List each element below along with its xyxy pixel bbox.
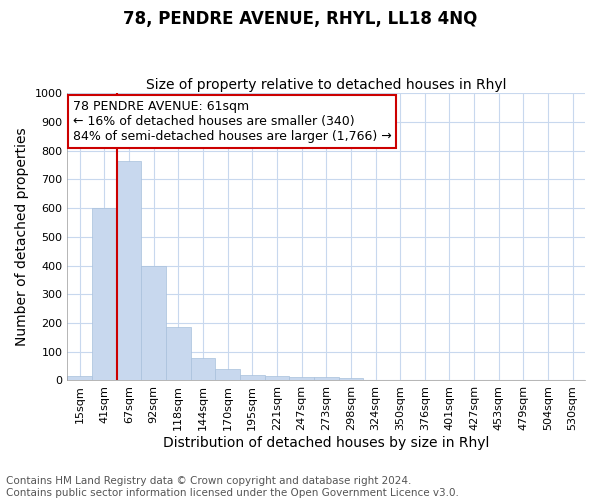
Bar [67, 376, 92, 380]
Bar [289, 377, 314, 380]
Bar [166, 328, 191, 380]
Text: 78 PENDRE AVENUE: 61sqm
← 16% of detached houses are smaller (340)
84% of semi-d: 78 PENDRE AVENUE: 61sqm ← 16% of detache… [73, 100, 391, 144]
Text: 78, PENDRE AVENUE, RHYL, LL18 4NQ: 78, PENDRE AVENUE, RHYL, LL18 4NQ [123, 10, 477, 28]
X-axis label: Distribution of detached houses by size in Rhyl: Distribution of detached houses by size … [163, 436, 490, 450]
Text: Contains HM Land Registry data © Crown copyright and database right 2024.
Contai: Contains HM Land Registry data © Crown c… [6, 476, 459, 498]
Bar [240, 376, 265, 380]
Bar [338, 378, 363, 380]
Bar [314, 377, 338, 380]
Bar [142, 266, 166, 380]
Bar [191, 358, 215, 380]
Bar [265, 376, 289, 380]
Bar [215, 369, 240, 380]
Bar [92, 208, 117, 380]
Title: Size of property relative to detached houses in Rhyl: Size of property relative to detached ho… [146, 78, 506, 92]
Bar [117, 160, 142, 380]
Y-axis label: Number of detached properties: Number of detached properties [15, 128, 29, 346]
